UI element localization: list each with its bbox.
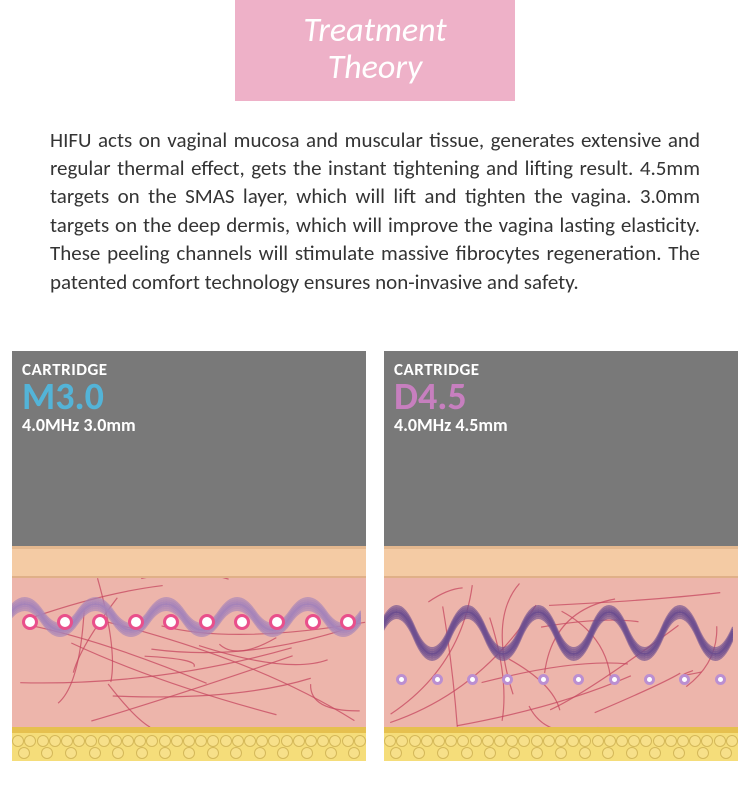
treatment-focus-dots [12, 614, 366, 630]
cartridge-panel-d45: CARTRIDGED4.54.0MHz 4.5mm [384, 351, 738, 761]
cartridge-spec: 4.0MHz 3.0mm [22, 414, 356, 436]
banner-line-1: Treatment [235, 12, 515, 49]
smas-wave-band [384, 581, 733, 685]
skin-diagram [12, 546, 366, 761]
cartridge-model: M3.0 [22, 378, 356, 416]
cartridge-panel-m30: CARTRIDGEM3.04.0MHz 3.0mm [12, 351, 366, 761]
treatment-theory-banner: Treatment Theory [235, 0, 515, 101]
epidermis-layer [384, 546, 738, 578]
cartridge-spec: 4.0MHz 4.5mm [394, 414, 728, 436]
cartridge-model: D4.5 [394, 378, 728, 416]
treatment-description: HIFU acts on vaginal mucosa and muscular… [0, 126, 750, 296]
banner-line-2: Theory [235, 49, 515, 86]
panel-header: CARTRIDGED4.54.0MHz 4.5mm [384, 351, 738, 546]
fat-layer [12, 733, 366, 761]
panel-header: CARTRIDGEM3.04.0MHz 3.0mm [12, 351, 366, 546]
fat-layer [384, 733, 738, 761]
epidermis-layer [12, 546, 366, 578]
skin-diagram [384, 546, 738, 761]
cartridge-panels: CARTRIDGEM3.04.0MHz 3.0mmCARTRIDGED4.54.… [0, 351, 750, 761]
treatment-focus-dots [384, 674, 738, 685]
